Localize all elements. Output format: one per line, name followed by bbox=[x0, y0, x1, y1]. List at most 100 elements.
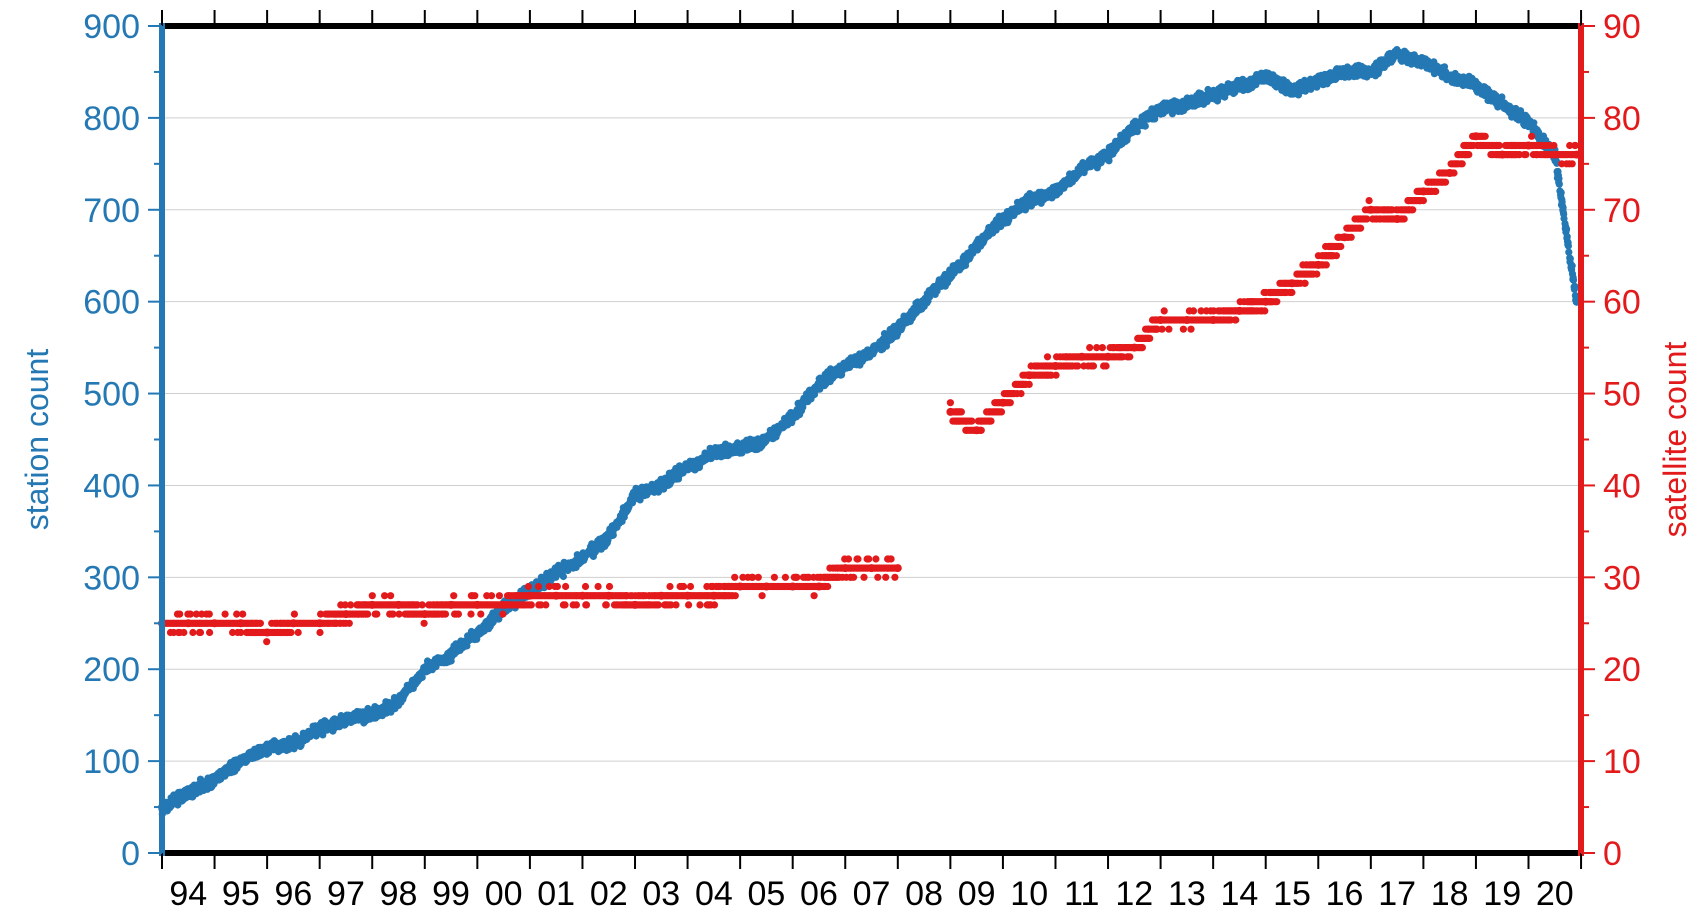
satellite-point bbox=[1332, 252, 1340, 260]
satellite-point bbox=[221, 610, 229, 618]
station-point bbox=[1569, 276, 1578, 284]
grid-lines bbox=[162, 117, 1581, 762]
satellite-point bbox=[1086, 344, 1094, 352]
satellite-point bbox=[810, 592, 818, 600]
satellite-point bbox=[572, 601, 581, 609]
satellite-point bbox=[891, 573, 899, 581]
satellite-point bbox=[844, 555, 853, 563]
satellite-point bbox=[562, 582, 570, 591]
satellite-point bbox=[1450, 169, 1458, 177]
satellite-point bbox=[239, 610, 247, 618]
satellite-point bbox=[1017, 390, 1025, 398]
satellite-point bbox=[824, 582, 832, 591]
satellite-point bbox=[256, 619, 264, 627]
satellite-point bbox=[770, 573, 779, 581]
satellite-point bbox=[680, 582, 688, 591]
station-point bbox=[1555, 180, 1563, 188]
satellite-point bbox=[263, 638, 271, 646]
satellite-point bbox=[731, 592, 739, 600]
satellite-point bbox=[594, 582, 602, 591]
satellite-point bbox=[368, 592, 376, 600]
satellite-point bbox=[471, 592, 479, 600]
satellite-point bbox=[781, 573, 790, 581]
satellite-point bbox=[997, 408, 1006, 416]
satellite-point bbox=[968, 417, 976, 425]
satellite-point bbox=[205, 610, 213, 618]
satellite-point bbox=[666, 582, 674, 591]
satellite-point bbox=[865, 555, 873, 563]
station-point bbox=[1564, 242, 1572, 250]
satellite-point bbox=[1187, 325, 1195, 333]
satellite-point bbox=[441, 610, 450, 618]
satellite-point bbox=[1052, 371, 1060, 379]
satellite-point bbox=[685, 601, 693, 609]
station-point bbox=[1141, 122, 1149, 130]
station-point-cloud bbox=[158, 46, 1581, 818]
satellite-point bbox=[1146, 334, 1154, 342]
satellite-point bbox=[672, 601, 680, 609]
satellite-point bbox=[854, 555, 862, 563]
satellite-point bbox=[686, 582, 695, 591]
satellite-point bbox=[196, 628, 205, 637]
satellite-point bbox=[1288, 288, 1296, 297]
satellite-point bbox=[754, 573, 762, 581]
satellite-point bbox=[1313, 270, 1321, 278]
satellite-point bbox=[1160, 307, 1168, 315]
satellite-point bbox=[176, 610, 184, 618]
satellite-point bbox=[874, 573, 882, 581]
satellite-point bbox=[887, 555, 895, 563]
satellite-point bbox=[1419, 197, 1427, 205]
satellite-point bbox=[1400, 215, 1408, 223]
satellite-point bbox=[477, 610, 485, 618]
satellite-point bbox=[1432, 187, 1440, 195]
satellite-point bbox=[1337, 242, 1345, 251]
satellite-point bbox=[180, 628, 188, 637]
station-point bbox=[1557, 189, 1565, 197]
satellite-point bbox=[534, 582, 543, 591]
satellite-point bbox=[454, 610, 462, 618]
satellite-point bbox=[860, 573, 868, 581]
station-point bbox=[1571, 282, 1579, 290]
station-point bbox=[1566, 255, 1574, 263]
satellite-point bbox=[1179, 325, 1187, 333]
satellite-point bbox=[345, 619, 353, 627]
satellite-point bbox=[364, 610, 372, 618]
satellite-point bbox=[1025, 380, 1033, 388]
satellite-point bbox=[1089, 362, 1098, 370]
satellite-point bbox=[524, 582, 533, 591]
satellite-point bbox=[1441, 178, 1450, 186]
satellite-point bbox=[1098, 344, 1106, 352]
satellite-point bbox=[553, 582, 562, 591]
satellite-point bbox=[581, 582, 590, 591]
satellite-point bbox=[977, 426, 985, 434]
satellite-point bbox=[1357, 224, 1365, 232]
satellite-point bbox=[850, 573, 858, 581]
satellite-point bbox=[1043, 353, 1052, 361]
satellite-point bbox=[495, 592, 503, 600]
satellite-point bbox=[1409, 206, 1417, 214]
satellite-point bbox=[1347, 233, 1355, 241]
satellite-point bbox=[287, 628, 295, 637]
satellite-point bbox=[1322, 261, 1330, 269]
satellite-point bbox=[561, 601, 569, 609]
station-point bbox=[1563, 225, 1571, 233]
satellite-point bbox=[946, 399, 955, 407]
station-point bbox=[609, 531, 617, 539]
satellite-point bbox=[542, 601, 550, 609]
satellite-point bbox=[527, 601, 535, 609]
satellite-point bbox=[882, 573, 890, 581]
satellite-point bbox=[450, 592, 458, 600]
satellite-point bbox=[499, 610, 507, 618]
satellite-point bbox=[758, 592, 766, 600]
satellite-point bbox=[487, 592, 496, 600]
satellite-point bbox=[1273, 298, 1281, 306]
satellite-point bbox=[1365, 197, 1373, 205]
satellite-point bbox=[731, 573, 739, 581]
satellite-point bbox=[387, 592, 395, 600]
satellite-point bbox=[582, 601, 591, 609]
satellite-point bbox=[373, 610, 381, 618]
satellite-point bbox=[957, 408, 966, 416]
satellite-point bbox=[1006, 399, 1014, 407]
satellite-point bbox=[347, 601, 355, 609]
